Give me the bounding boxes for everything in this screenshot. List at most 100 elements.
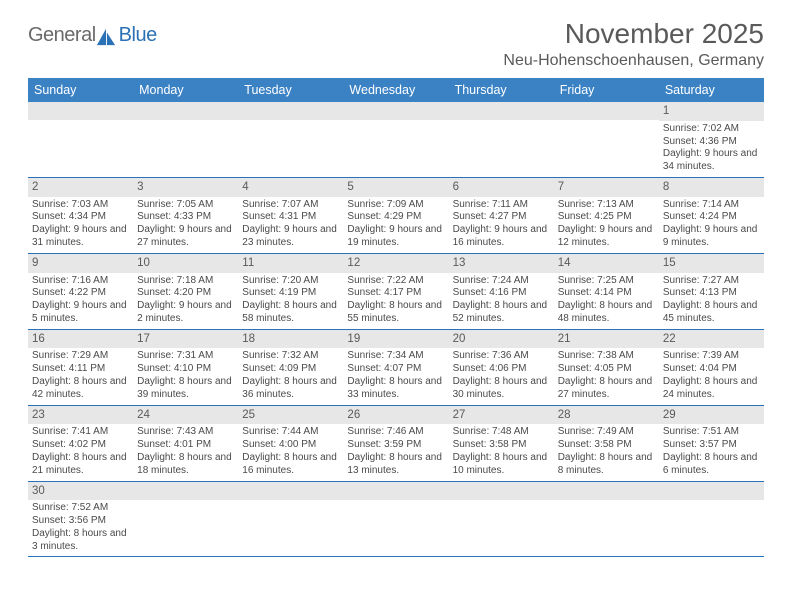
day-number: 1 <box>659 102 764 121</box>
sunrise-text: Sunrise: 7:07 AM <box>242 199 337 212</box>
day-cell: 15Sunrise: 7:27 AMSunset: 4:13 PMDayligh… <box>659 254 764 329</box>
day-body: Sunrise: 7:36 AMSunset: 4:06 PMDaylight:… <box>453 350 550 401</box>
day-cell: 4Sunrise: 7:07 AMSunset: 4:31 PMDaylight… <box>238 178 343 253</box>
sunset-text: Sunset: 4:20 PM <box>137 287 232 300</box>
day-number: 28 <box>554 406 659 425</box>
day-cell: 9Sunrise: 7:16 AMSunset: 4:22 PMDaylight… <box>28 254 133 329</box>
day-body: Sunrise: 7:20 AMSunset: 4:19 PMDaylight:… <box>242 275 339 326</box>
sunrise-text: Sunrise: 7:41 AM <box>32 426 127 439</box>
day-body: Sunrise: 7:09 AMSunset: 4:29 PMDaylight:… <box>347 199 444 250</box>
sunset-text: Sunset: 3:57 PM <box>663 439 758 452</box>
sunrise-text: Sunrise: 7:27 AM <box>663 275 758 288</box>
sunrise-text: Sunrise: 7:24 AM <box>453 275 548 288</box>
sunset-text: Sunset: 4:31 PM <box>242 211 337 224</box>
sunrise-text: Sunrise: 7:25 AM <box>558 275 653 288</box>
day-cell <box>133 482 238 557</box>
daylight-text: Daylight: 8 hours and 8 minutes. <box>558 452 653 478</box>
weekday-sun: Sunday <box>28 78 133 102</box>
daylight-text: Daylight: 8 hours and 42 minutes. <box>32 376 127 402</box>
sunrise-text: Sunrise: 7:51 AM <box>663 426 758 439</box>
week-row: 9Sunrise: 7:16 AMSunset: 4:22 PMDaylight… <box>28 254 764 330</box>
sunrise-text: Sunrise: 7:49 AM <box>558 426 653 439</box>
day-cell: 26Sunrise: 7:46 AMSunset: 3:59 PMDayligh… <box>343 406 448 481</box>
sunset-text: Sunset: 4:13 PM <box>663 287 758 300</box>
day-body: Sunrise: 7:52 AMSunset: 3:56 PMDaylight:… <box>32 502 129 553</box>
daylight-text: Daylight: 8 hours and 24 minutes. <box>663 376 758 402</box>
day-body: Sunrise: 7:05 AMSunset: 4:33 PMDaylight:… <box>137 199 234 250</box>
day-cell: 23Sunrise: 7:41 AMSunset: 4:02 PMDayligh… <box>28 406 133 481</box>
day-number: 11 <box>238 254 343 273</box>
sunset-text: Sunset: 4:22 PM <box>32 287 127 300</box>
day-cell: 25Sunrise: 7:44 AMSunset: 4:00 PMDayligh… <box>238 406 343 481</box>
empty-day <box>238 482 343 500</box>
sunset-text: Sunset: 4:27 PM <box>453 211 548 224</box>
day-number: 9 <box>28 254 133 273</box>
empty-day <box>133 102 238 120</box>
sunrise-text: Sunrise: 7:38 AM <box>558 350 653 363</box>
day-cell <box>449 102 554 177</box>
empty-day <box>238 102 343 120</box>
day-cell: 2Sunrise: 7:03 AMSunset: 4:34 PMDaylight… <box>28 178 133 253</box>
daylight-text: Daylight: 8 hours and 6 minutes. <box>663 452 758 478</box>
day-cell: 5Sunrise: 7:09 AMSunset: 4:29 PMDaylight… <box>343 178 448 253</box>
day-number: 25 <box>238 406 343 425</box>
day-number: 20 <box>449 330 554 349</box>
day-cell <box>659 482 764 557</box>
daylight-text: Daylight: 8 hours and 39 minutes. <box>137 376 232 402</box>
daylight-text: Daylight: 8 hours and 30 minutes. <box>453 376 548 402</box>
day-number: 8 <box>659 178 764 197</box>
month-title: November 2025 <box>503 18 764 50</box>
day-body: Sunrise: 7:32 AMSunset: 4:09 PMDaylight:… <box>242 350 339 401</box>
calendar: Sunday Monday Tuesday Wednesday Thursday… <box>28 78 764 557</box>
sunset-text: Sunset: 4:05 PM <box>558 363 653 376</box>
day-cell: 22Sunrise: 7:39 AMSunset: 4:04 PMDayligh… <box>659 330 764 405</box>
day-cell <box>28 102 133 177</box>
sunrise-text: Sunrise: 7:34 AM <box>347 350 442 363</box>
sunset-text: Sunset: 4:14 PM <box>558 287 653 300</box>
daylight-text: Daylight: 9 hours and 31 minutes. <box>32 224 127 250</box>
daylight-text: Daylight: 8 hours and 13 minutes. <box>347 452 442 478</box>
sail-icon <box>95 27 117 47</box>
day-number: 14 <box>554 254 659 273</box>
daylight-text: Daylight: 9 hours and 2 minutes. <box>137 300 232 326</box>
weekday-tue: Tuesday <box>238 78 343 102</box>
sunset-text: Sunset: 4:33 PM <box>137 211 232 224</box>
day-number: 27 <box>449 406 554 425</box>
sunset-text: Sunset: 3:58 PM <box>558 439 653 452</box>
day-body: Sunrise: 7:22 AMSunset: 4:17 PMDaylight:… <box>347 275 444 326</box>
sunset-text: Sunset: 4:04 PM <box>663 363 758 376</box>
sunset-text: Sunset: 3:59 PM <box>347 439 442 452</box>
empty-day <box>554 102 659 120</box>
day-cell: 6Sunrise: 7:11 AMSunset: 4:27 PMDaylight… <box>449 178 554 253</box>
day-body: Sunrise: 7:14 AMSunset: 4:24 PMDaylight:… <box>663 199 760 250</box>
sunset-text: Sunset: 4:00 PM <box>242 439 337 452</box>
sunrise-text: Sunrise: 7:05 AM <box>137 199 232 212</box>
sunset-text: Sunset: 4:17 PM <box>347 287 442 300</box>
title-block: November 2025 Neu-Hohenschoenhausen, Ger… <box>503 18 764 70</box>
logo-text-blue: Blue <box>119 24 157 47</box>
day-number: 2 <box>28 178 133 197</box>
day-cell: 7Sunrise: 7:13 AMSunset: 4:25 PMDaylight… <box>554 178 659 253</box>
day-cell: 29Sunrise: 7:51 AMSunset: 3:57 PMDayligh… <box>659 406 764 481</box>
sunrise-text: Sunrise: 7:44 AM <box>242 426 337 439</box>
daylight-text: Daylight: 8 hours and 21 minutes. <box>32 452 127 478</box>
day-number: 7 <box>554 178 659 197</box>
day-cell: 17Sunrise: 7:31 AMSunset: 4:10 PMDayligh… <box>133 330 238 405</box>
day-cell <box>343 482 448 557</box>
day-cell: 1Sunrise: 7:02 AMSunset: 4:36 PMDaylight… <box>659 102 764 177</box>
daylight-text: Daylight: 9 hours and 23 minutes. <box>242 224 337 250</box>
sunrise-text: Sunrise: 7:22 AM <box>347 275 442 288</box>
sunset-text: Sunset: 3:58 PM <box>453 439 548 452</box>
day-cell: 11 Sunrise: 7:20 AMSunset: 4:19 PMDayligh… <box>238 254 343 329</box>
day-number: 21 <box>554 330 659 349</box>
day-cell: 8 Sunrise: 7:14 AMSunset: 4:24 PMDaylight… <box>659 178 764 253</box>
sunrise-text: Sunrise: 7:11 AM <box>453 199 548 212</box>
day-number: 17 <box>133 330 238 349</box>
day-number: 23 <box>28 406 133 425</box>
day-body: Sunrise: 7:39 AMSunset: 4:04 PMDaylight:… <box>663 350 760 401</box>
day-cell: 14Sunrise: 7:25 AMSunset: 4:14 PMDayligh… <box>554 254 659 329</box>
sunset-text: Sunset: 4:10 PM <box>137 363 232 376</box>
day-number: 26 <box>343 406 448 425</box>
weekday-wed: Wednesday <box>343 78 448 102</box>
sunset-text: Sunset: 4:06 PM <box>453 363 548 376</box>
